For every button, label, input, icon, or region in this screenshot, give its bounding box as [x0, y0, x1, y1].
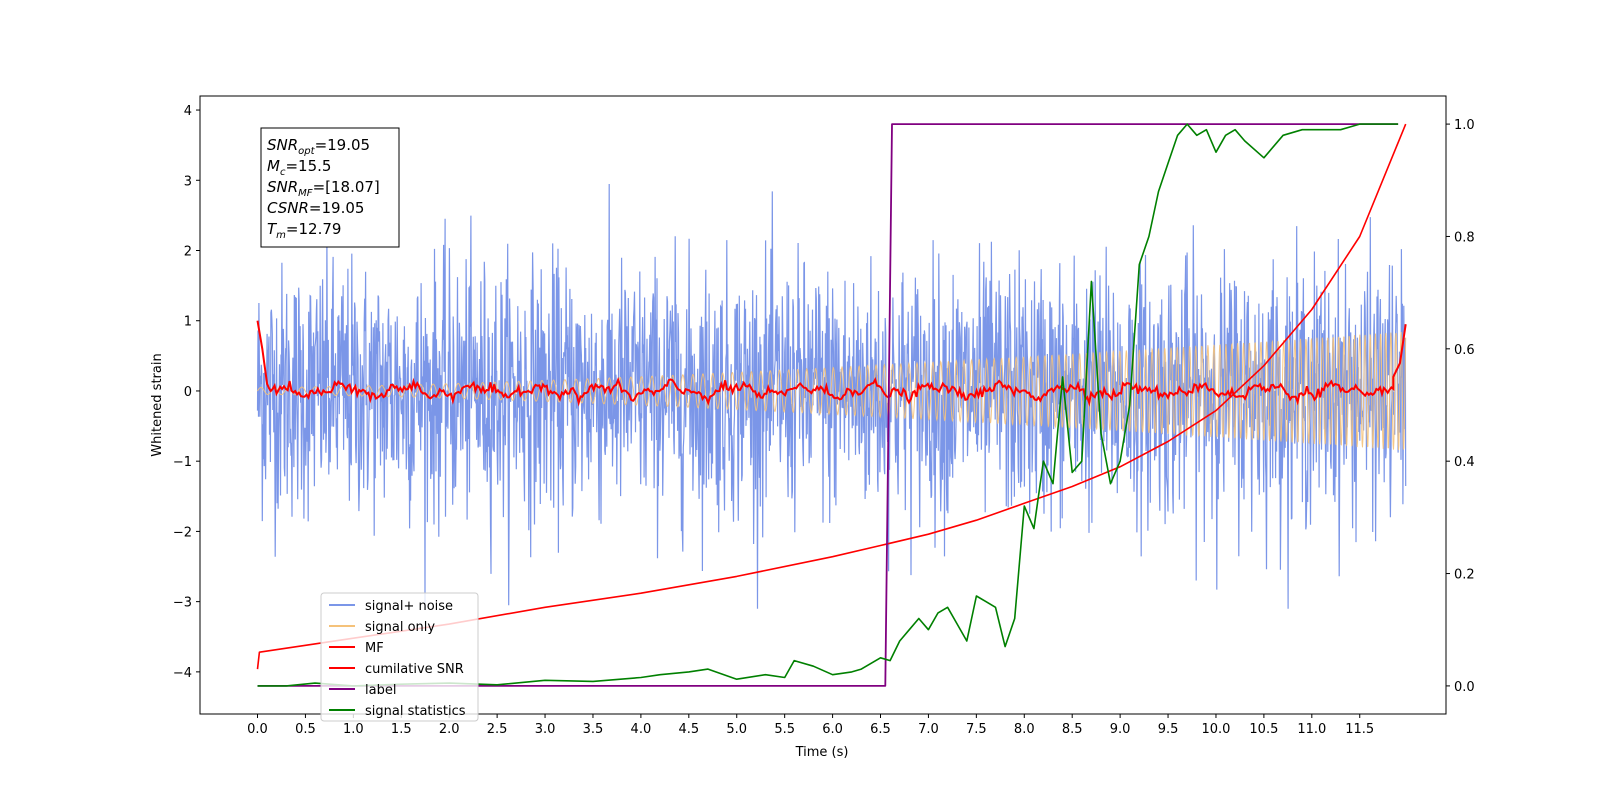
y-tick-label: 2: [184, 245, 192, 260]
x-tick-label: 8.0: [1014, 722, 1035, 737]
legend-label: signal+ noise: [365, 599, 453, 614]
x-tick-label: 11.5: [1345, 722, 1374, 737]
series-signal-statistics: [257, 123, 1399, 687]
x-tick-label: 3.0: [535, 722, 556, 737]
annotation-value: =15.5: [285, 157, 331, 175]
x-axis-label: Time (s): [795, 745, 849, 760]
x-tick-label: 5.0: [726, 722, 747, 737]
annotation-value: =12.79: [286, 220, 342, 238]
annotation-line: Mc=15.5: [267, 157, 331, 178]
annotation-value: =19.05: [315, 136, 371, 154]
annotation-symbol: CSNR: [267, 199, 309, 217]
x-tick-label: 9.0: [1110, 722, 1131, 737]
annotation-subscript: m: [276, 230, 286, 241]
x-axis: 0.0 0.5 1.0 1.5 2.0 2.5 3.0 3.5 4.0 4.5 5.0 5.5 6.0 6…: [247, 714, 1374, 737]
y-tick-label: 3: [184, 174, 192, 189]
y-tick-label: 4: [184, 104, 192, 119]
y-tick-label: 0: [184, 385, 192, 400]
annotation-symbol: SNR: [267, 178, 298, 196]
annotation-symbol: T: [267, 220, 278, 238]
annotation-line: CSNR=19.05: [267, 199, 364, 217]
y-tick-label: −2: [173, 525, 192, 540]
y-tick-label: −1: [173, 455, 192, 470]
series-signal-only: [257, 331, 1407, 451]
x-tick-label: 1.0: [343, 722, 364, 737]
y-axis-right: 1.0 0.8 0.6 0.4 0.2 0.0: [1446, 118, 1475, 695]
y-tick-label: −4: [173, 666, 192, 681]
annotation-frame: [260, 127, 400, 248]
legend-label: signal only: [365, 620, 435, 635]
legend-label: MF: [365, 641, 384, 656]
legend-label: cumilative SNR: [365, 662, 464, 677]
x-tick-label: 10.0: [1201, 722, 1230, 737]
y-axis-left: 4 3 2 1 0 −1 −2 −3 −4: [173, 104, 200, 681]
annotation-value: =19.05: [309, 199, 365, 217]
annotation-line: Tm=12.79: [267, 220, 341, 241]
legend-label: signal statistics: [365, 704, 466, 719]
x-tick-label: 11.0: [1297, 722, 1326, 737]
annotation-subscript: opt: [298, 146, 315, 157]
x-tick-label: 1.5: [391, 722, 412, 737]
series-mf: [256, 320, 1407, 407]
x-tick-label: 0.0: [247, 722, 268, 737]
annotation-subscript: c: [280, 167, 286, 178]
annotation-value: =[18.07]: [313, 178, 380, 196]
annotation-line: SNRopt=19.05: [267, 136, 370, 157]
x-tick-label: 4.0: [631, 722, 652, 737]
y-tick-label: 1: [184, 315, 192, 330]
y2-tick-label: 1.0: [1454, 118, 1475, 133]
legend-label: label: [365, 683, 396, 698]
x-tick-label: 2.0: [439, 722, 460, 737]
y-tick-label: −3: [173, 596, 192, 611]
annotation-box: SNRopt=19.05Mc=15.5SNRMF=[18.07]CSNR=19.…: [260, 127, 400, 248]
x-tick-label: 9.5: [1158, 722, 1179, 737]
x-tick-label: 10.5: [1249, 722, 1278, 737]
x-tick-label: 0.5: [295, 722, 316, 737]
annotation-subscript: MF: [298, 188, 313, 199]
y2-tick-label: 0.4: [1454, 455, 1475, 470]
x-tick-label: 5.5: [774, 722, 795, 737]
legend: signal+ noise signal only MF cumilative SNR…: [320, 592, 479, 722]
annotation-symbol: M: [267, 157, 280, 175]
y2-tick-label: 0.2: [1454, 568, 1475, 583]
x-tick-label: 6.0: [822, 722, 843, 737]
x-tick-label: 7.5: [966, 722, 987, 737]
annotation-line: SNRMF=[18.07]: [267, 178, 380, 199]
x-tick-label: 8.5: [1062, 722, 1083, 737]
plot-frame: [199, 95, 1447, 715]
series-label: [257, 123, 1399, 687]
legend-frame: [320, 592, 479, 722]
x-tick-label: 6.5: [870, 722, 891, 737]
x-tick-label: 3.5: [583, 722, 604, 737]
annotation-symbol: SNR: [267, 136, 298, 154]
y-axis-label: Whitened strain: [150, 353, 165, 456]
y2-tick-label: 0.8: [1454, 230, 1475, 245]
x-tick-label: 4.5: [678, 722, 699, 737]
y2-tick-label: 0.6: [1454, 343, 1475, 358]
x-tick-label: 7.0: [918, 722, 939, 737]
y2-tick-label: 0.0: [1454, 680, 1475, 695]
x-tick-label: 2.5: [487, 722, 508, 737]
